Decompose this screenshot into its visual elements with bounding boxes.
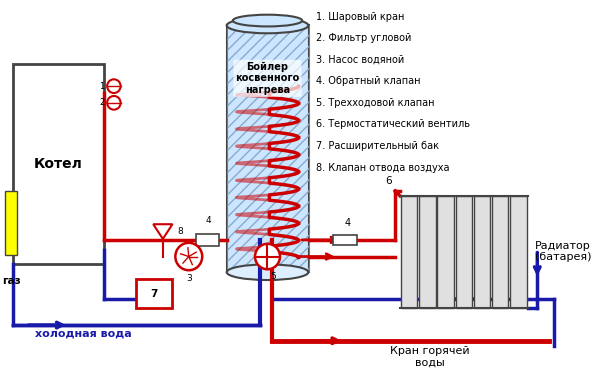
Text: 4: 4 xyxy=(205,216,211,225)
FancyBboxPatch shape xyxy=(227,26,309,272)
FancyBboxPatch shape xyxy=(13,64,104,265)
Circle shape xyxy=(107,79,121,93)
Ellipse shape xyxy=(227,18,308,33)
Text: холодная вода: холодная вода xyxy=(35,329,132,339)
FancyBboxPatch shape xyxy=(437,196,454,308)
Text: 3. Насос водяной: 3. Насос водяной xyxy=(316,55,405,65)
FancyBboxPatch shape xyxy=(419,196,436,308)
Text: 1. Шаровый кран: 1. Шаровый кран xyxy=(316,12,405,22)
Text: Радиатор
(батарея): Радиатор (батарея) xyxy=(535,241,592,262)
Text: Бойлер
косвенного
нагрева: Бойлер косвенного нагрева xyxy=(235,62,299,95)
Text: 4: 4 xyxy=(344,218,350,228)
FancyBboxPatch shape xyxy=(196,234,220,246)
Circle shape xyxy=(255,244,280,269)
Text: 5. Трехходовой клапан: 5. Трехходовой клапан xyxy=(316,98,435,108)
Text: 8: 8 xyxy=(177,227,183,236)
FancyBboxPatch shape xyxy=(5,191,17,255)
Circle shape xyxy=(175,243,202,270)
FancyBboxPatch shape xyxy=(492,196,508,308)
Text: 2: 2 xyxy=(99,98,104,107)
Text: 8. Клапан отвода воздуха: 8. Клапан отвода воздуха xyxy=(316,162,450,173)
Text: Кран горячей
воды: Кран горячей воды xyxy=(390,346,470,367)
Polygon shape xyxy=(153,224,172,239)
FancyBboxPatch shape xyxy=(455,196,472,308)
FancyBboxPatch shape xyxy=(511,196,527,308)
Ellipse shape xyxy=(233,15,302,26)
Text: 3: 3 xyxy=(186,274,191,283)
Text: 1: 1 xyxy=(99,82,104,91)
Text: 6. Термостатический вентиль: 6. Термостатический вентиль xyxy=(316,119,470,129)
Text: 7: 7 xyxy=(151,289,158,299)
Text: 6: 6 xyxy=(385,176,392,186)
Text: 4. Обратный клапан: 4. Обратный клапан xyxy=(316,76,421,86)
FancyBboxPatch shape xyxy=(474,196,490,308)
Text: газ: газ xyxy=(2,276,20,286)
Text: Котел: Котел xyxy=(34,157,83,171)
FancyBboxPatch shape xyxy=(333,235,357,245)
Text: 2. Фильтр угловой: 2. Фильтр угловой xyxy=(316,33,412,43)
Circle shape xyxy=(107,96,121,110)
FancyBboxPatch shape xyxy=(136,279,172,308)
Text: 5: 5 xyxy=(271,272,276,281)
Ellipse shape xyxy=(227,265,308,280)
FancyBboxPatch shape xyxy=(401,196,417,308)
Text: 7. Расширительный бак: 7. Расширительный бак xyxy=(316,141,439,151)
